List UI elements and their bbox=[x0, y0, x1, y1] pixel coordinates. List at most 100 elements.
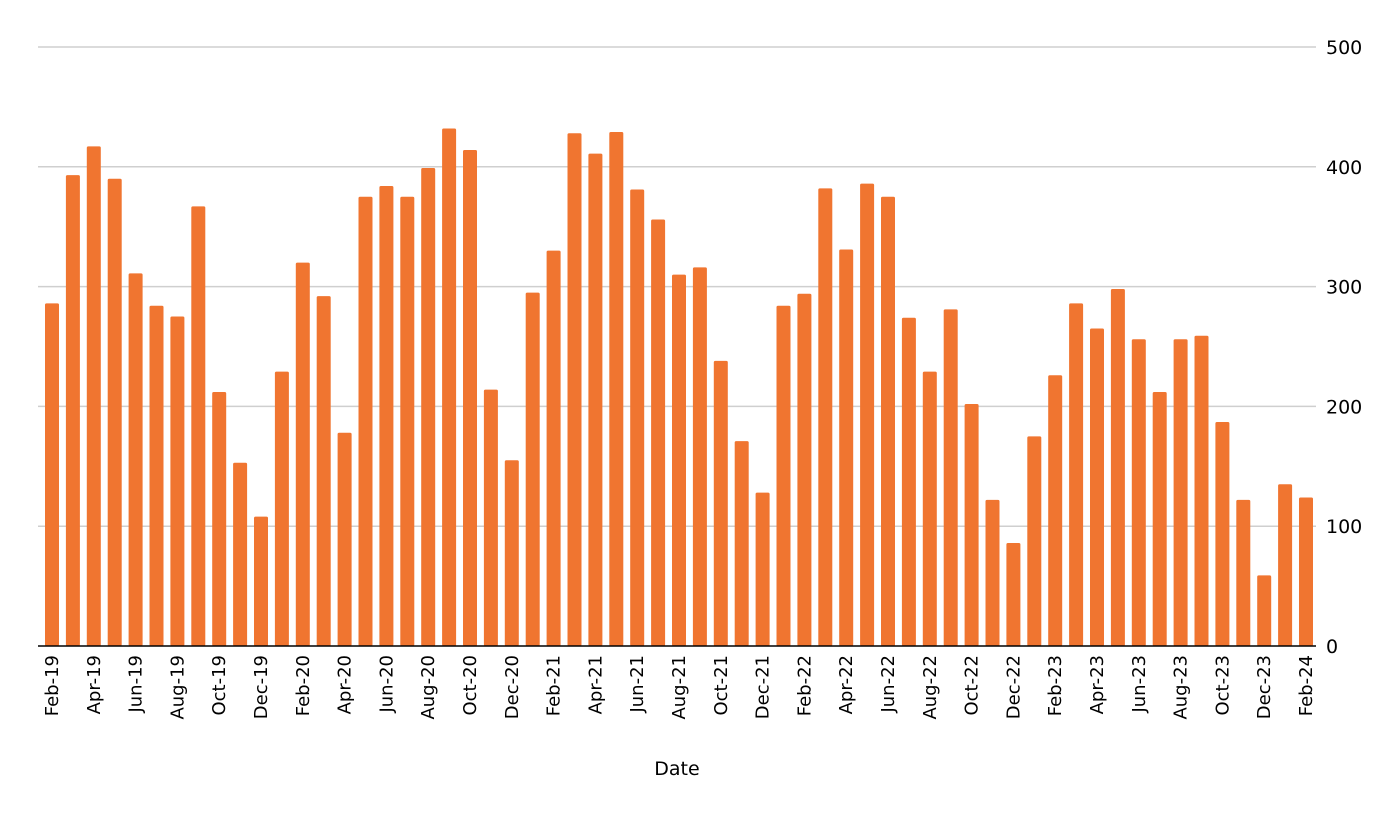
x-tick-label: Jun-19 bbox=[126, 655, 147, 714]
bar-Jun-23 bbox=[1131, 339, 1146, 646]
x-tick-label: Apr-23 bbox=[1087, 655, 1108, 714]
bar-Jul-23 bbox=[1152, 392, 1167, 646]
y-tick-label: 200 bbox=[1326, 396, 1362, 418]
bar-May-22 bbox=[860, 183, 875, 646]
bar-Jun-22 bbox=[881, 196, 895, 646]
x-tick-label: Feb-19 bbox=[42, 655, 63, 716]
bar-Sep-22 bbox=[943, 309, 958, 646]
bar-Apr-23 bbox=[1090, 328, 1104, 646]
x-tick-label: Dec-21 bbox=[753, 655, 774, 719]
bar-Dec-19 bbox=[254, 516, 268, 646]
bar-Nov-19 bbox=[233, 462, 248, 646]
bar-Feb-21 bbox=[546, 250, 561, 646]
y-tick-label: 0 bbox=[1326, 636, 1338, 658]
x-tick-label: Dec-19 bbox=[251, 655, 272, 719]
bar-Oct-22 bbox=[964, 404, 979, 646]
bar-Jun-21 bbox=[630, 189, 645, 646]
x-tick-label: Oct-19 bbox=[209, 655, 230, 716]
x-tick-label: Feb-21 bbox=[544, 655, 565, 716]
x-tick-label: Aug-21 bbox=[669, 655, 690, 720]
bar-Mar-19 bbox=[65, 175, 80, 646]
bar-Aug-19 bbox=[170, 316, 185, 646]
y-tick-label: 100 bbox=[1326, 516, 1362, 538]
bar-Jan-20 bbox=[274, 371, 289, 646]
x-tick-label: Apr-21 bbox=[585, 655, 606, 714]
bar-Dec-20 bbox=[504, 460, 519, 646]
bar-Nov-22 bbox=[985, 499, 1000, 646]
bar-Feb-24 bbox=[1299, 497, 1313, 646]
bar-Feb-19 bbox=[45, 303, 59, 646]
bar-Sep-20 bbox=[442, 128, 457, 647]
x-tick-label: Oct-20 bbox=[460, 655, 481, 716]
x-tick-label: Aug-20 bbox=[418, 655, 439, 720]
x-tick-label: Aug-19 bbox=[167, 655, 188, 720]
bars bbox=[45, 128, 1313, 647]
bar-Sep-19 bbox=[191, 206, 206, 647]
x-tick-label: Aug-22 bbox=[920, 655, 941, 720]
bar-Mar-23 bbox=[1069, 303, 1084, 646]
bar-Nov-20 bbox=[483, 389, 498, 646]
bar-Jun-20 bbox=[379, 185, 394, 646]
bar-Sep-23 bbox=[1194, 335, 1209, 646]
x-tick-label: Apr-22 bbox=[836, 655, 857, 714]
bar-Aug-21 bbox=[672, 274, 686, 646]
bar-Dec-22 bbox=[1006, 542, 1021, 646]
bar-May-23 bbox=[1110, 288, 1125, 646]
x-tick-label: Oct-22 bbox=[962, 655, 983, 716]
bar-Apr-19 bbox=[86, 146, 101, 646]
x-tick-label: Feb-23 bbox=[1045, 655, 1066, 716]
bar-Oct-23 bbox=[1215, 421, 1230, 646]
bar-Jan-24 bbox=[1278, 484, 1293, 646]
y-tick-label: 400 bbox=[1326, 157, 1362, 179]
bar-Sep-21 bbox=[692, 267, 707, 646]
bar-Aug-22 bbox=[922, 371, 937, 646]
bar-Apr-20 bbox=[337, 432, 352, 646]
y-axis-ticks: 0 100 200 300 400 500 bbox=[1326, 37, 1362, 658]
x-tick-label: Jun-20 bbox=[376, 655, 397, 714]
bar-Feb-20 bbox=[295, 262, 310, 646]
bar-May-20 bbox=[358, 196, 373, 646]
bar-Feb-23 bbox=[1048, 375, 1063, 646]
bar-Mar-22 bbox=[818, 188, 833, 646]
x-tick-label: Apr-19 bbox=[84, 655, 105, 714]
bar-Dec-23 bbox=[1257, 575, 1272, 646]
x-tick-label: Aug-23 bbox=[1171, 655, 1192, 720]
bar-Nov-21 bbox=[734, 441, 749, 646]
x-axis-label: Date bbox=[654, 758, 699, 780]
bar-Dec-21 bbox=[755, 492, 770, 646]
x-tick-label: Jun-21 bbox=[627, 655, 648, 714]
bar-Oct-21 bbox=[713, 360, 728, 646]
bar-Feb-22 bbox=[797, 293, 812, 646]
x-axis-ticks: Feb-19 Apr-19 Jun-19 Aug-19 Oct-19 Dec-19 Feb-… bbox=[42, 655, 1317, 720]
x-tick-label: Jun-23 bbox=[1129, 655, 1150, 714]
bar-Nov-23 bbox=[1236, 499, 1251, 646]
bar-Jul-21 bbox=[651, 219, 666, 646]
x-tick-label: Feb-20 bbox=[293, 655, 314, 716]
x-tick-label: Feb-24 bbox=[1296, 655, 1317, 716]
x-tick-label: Oct-21 bbox=[711, 655, 732, 716]
bar-Jan-22 bbox=[776, 305, 791, 646]
x-tick-label: Dec-22 bbox=[1003, 655, 1024, 719]
bar-Jun-19 bbox=[128, 273, 143, 646]
bar-Jan-23 bbox=[1027, 436, 1042, 646]
bar-May-21 bbox=[609, 132, 624, 647]
x-tick-label: Dec-20 bbox=[502, 655, 523, 719]
bar-May-19 bbox=[107, 178, 122, 646]
bar-Mar-20 bbox=[316, 296, 331, 646]
bar-Jul-22 bbox=[901, 317, 916, 646]
x-tick-label: Jun-22 bbox=[878, 655, 899, 714]
y-tick-label: 300 bbox=[1326, 277, 1362, 299]
bar-Aug-20 bbox=[421, 167, 436, 647]
bar-Jul-20 bbox=[400, 196, 415, 646]
x-tick-label: Dec-23 bbox=[1254, 655, 1275, 719]
bar-Apr-22 bbox=[839, 249, 854, 646]
bar-Aug-23 bbox=[1173, 339, 1188, 646]
bar-Jul-19 bbox=[149, 305, 164, 646]
bar-Oct-19 bbox=[212, 392, 227, 646]
bar-Oct-20 bbox=[463, 150, 477, 646]
bar-Apr-21 bbox=[588, 153, 603, 646]
y-tick-label: 500 bbox=[1326, 37, 1362, 59]
x-tick-label: Apr-20 bbox=[335, 655, 356, 714]
